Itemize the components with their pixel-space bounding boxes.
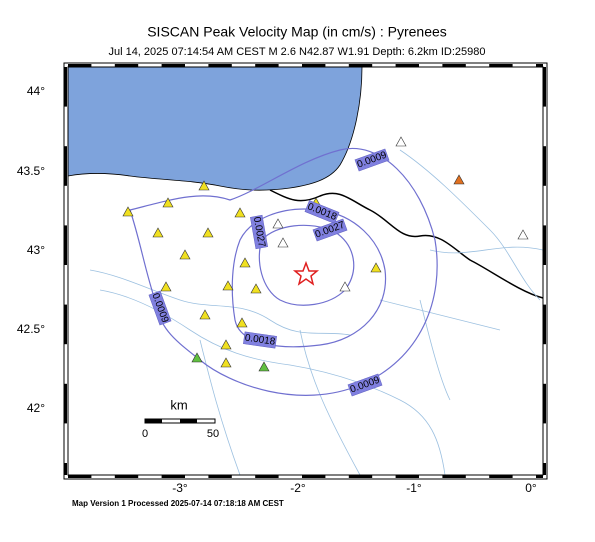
lat-label: 42° — [27, 401, 45, 415]
lon-label: 0° — [525, 481, 537, 495]
lat-label: 44° — [27, 84, 45, 98]
frame-stripe — [68, 64, 92, 67]
lon-label: -2° — [290, 481, 306, 495]
map-subtitle: Jul 14, 2025 07:14:54 AM CEST M 2.6 N42.… — [108, 46, 485, 58]
frame-stripe — [302, 64, 326, 67]
frame-stripe — [489, 64, 513, 67]
frame-stripe — [208, 64, 232, 67]
frame-stripe — [114, 475, 139, 478]
frame-stripe — [255, 475, 279, 478]
frame-stripe — [543, 383, 546, 424]
frame-stripe — [68, 475, 92, 478]
lat-label: 43.5° — [17, 164, 45, 178]
frame-stripe — [64, 67, 67, 107]
scale-label: 50 — [207, 428, 219, 440]
lat-label: 43° — [27, 243, 45, 257]
frame-stripe — [543, 304, 546, 345]
lon-label: -1° — [406, 481, 422, 495]
contour-label: 0.0027 — [250, 214, 268, 250]
frame-stripe — [489, 475, 513, 478]
epicenter — [292, 260, 320, 286]
frame-stripe — [64, 463, 67, 475]
frame-stripe — [64, 146, 67, 186]
frame-stripe — [543, 67, 546, 107]
frame-stripe — [442, 64, 466, 67]
frame-stripe — [208, 475, 232, 478]
frame-stripe — [64, 383, 67, 424]
frame-stripe — [543, 463, 546, 475]
lon-label: -3° — [172, 481, 188, 495]
stations — [122, 136, 529, 372]
scale-label: 0 — [142, 428, 148, 440]
frame-stripe — [255, 64, 279, 67]
frame-stripe — [114, 64, 139, 67]
frame-stripe — [302, 475, 326, 478]
frame-stripe — [543, 146, 546, 186]
frame-stripe — [64, 225, 67, 265]
frame-stripe — [161, 64, 185, 67]
frame-stripe — [536, 475, 543, 478]
frame-stripe — [64, 304, 67, 345]
frame-stripe — [536, 64, 543, 67]
scale-bar: km 0 50 — [142, 397, 219, 439]
frame-stripe — [395, 64, 419, 67]
border — [269, 189, 544, 299]
frame-stripe — [161, 475, 185, 478]
frame-stripe — [348, 64, 373, 67]
lat-label: 42.5° — [17, 322, 45, 336]
frame-outer — [63, 62, 548, 480]
frame-stripe — [348, 475, 373, 478]
contour-label-text: 0.0027 — [251, 216, 267, 248]
scale-unit: km — [170, 397, 187, 412]
frame-stripe — [543, 225, 546, 265]
map-footer: Map Version 1 Processed 2025-07-14 07:18… — [72, 499, 284, 508]
map-title: SISCAN Peak Velocity Map (in cm/s) : Pyr… — [147, 24, 447, 40]
contour-label-text: 0.0018 — [244, 333, 276, 348]
contour-label: 0.0018 — [243, 331, 277, 349]
frame-stripe — [442, 475, 466, 478]
sea — [67, 66, 363, 191]
frame-stripes — [64, 64, 546, 478]
frame-stripe — [395, 475, 419, 478]
map-area: 0.0009 0.0009 0.0009 0.0018 0.0018 0.002… — [63, 62, 548, 480]
